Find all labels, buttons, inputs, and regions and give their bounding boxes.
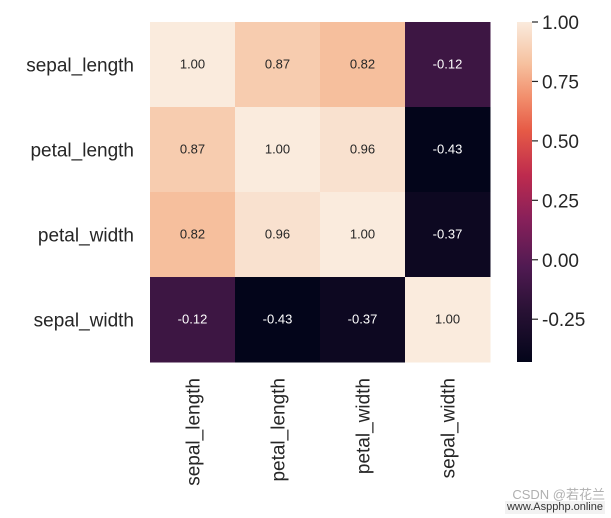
heatmap-cell [405, 277, 491, 363]
colorbar-tick-label: 0.00 [542, 251, 579, 272]
heatmap-cell [150, 192, 236, 278]
colorbar-tick-label: 0.75 [542, 72, 579, 93]
cell-annotation: -0.12 [178, 312, 208, 327]
heatmap-cell [405, 22, 491, 108]
x-tick-label: sepal_width [439, 378, 460, 478]
y-tick-label: petal_width [38, 226, 134, 247]
heatmap-cell [235, 107, 321, 193]
watermark: CSDN @若花兰 www.Aspphp.online [504, 487, 605, 514]
watermark-csdn: CSDN @若花兰 [512, 487, 605, 502]
heatmap-cell [320, 107, 406, 193]
colorbar-tick-label: 1.00 [542, 13, 579, 34]
heatmap-cell [235, 22, 321, 108]
cell-annotation: -0.12 [433, 57, 463, 72]
heatmap-cell [405, 192, 491, 278]
cell-annotation: 1.00 [180, 57, 205, 72]
colorbar-tick-label: 0.25 [542, 191, 579, 212]
cell-annotation: 0.82 [350, 57, 375, 72]
x-tick-label: petal_width [354, 378, 375, 474]
heatmap-cell [150, 22, 236, 108]
y-tick-label: sepal_width [34, 311, 134, 332]
colorbar [517, 22, 532, 362]
heatmap-cell [320, 22, 406, 108]
colorbar-tick-label: -0.25 [542, 310, 585, 331]
cell-annotation: 0.96 [265, 227, 290, 242]
y-tick-label: petal_length [30, 141, 134, 162]
heatmap-cell [235, 192, 321, 278]
colorbar-gradient [517, 22, 532, 362]
heatmap-cell [320, 277, 406, 363]
cell-annotation: -0.37 [348, 312, 378, 327]
heatmap-cell [405, 107, 491, 193]
heatmap-cells [150, 22, 491, 363]
heatmap-cell [320, 192, 406, 278]
cell-annotation: 0.96 [350, 142, 375, 157]
x-axis-tick-labels: sepal_length petal_length petal_width sepal… [184, 378, 460, 486]
watermark-site: www.Aspphp.online [504, 501, 605, 514]
cell-annotation: 1.00 [350, 227, 375, 242]
cell-annotation: 0.87 [180, 142, 205, 157]
cell-annotation: -0.43 [433, 142, 463, 157]
heatmap-cell [235, 277, 321, 363]
heatmap-cell [150, 277, 236, 363]
cell-annotation: -0.37 [433, 227, 463, 242]
y-axis-tick-labels: sepal_length petal_length petal_widthsepal… [26, 56, 134, 332]
cell-annotation: 0.87 [265, 57, 290, 72]
cell-annotation: -0.43 [263, 312, 293, 327]
heatmap-cell [150, 107, 236, 193]
cell-annotation: 1.00 [435, 312, 460, 327]
x-tick-label: sepal_length [184, 378, 205, 486]
colorbar-ticks: 1.00 0.75 0.50 0.25 0.00 -0.25 [532, 13, 585, 331]
cell-annotation: 1.00 [265, 142, 290, 157]
cell-annotation: 0.82 [180, 227, 205, 242]
colorbar-tick-label: 0.50 [542, 132, 579, 153]
heatmap-annotations: 1.00 0.87 0.82 -0.12 0.87 1.00 0.96 -0.43 0.82 0.… [178, 57, 463, 327]
x-tick-label: petal_length [269, 378, 290, 482]
y-tick-label: sepal_length [26, 56, 134, 77]
